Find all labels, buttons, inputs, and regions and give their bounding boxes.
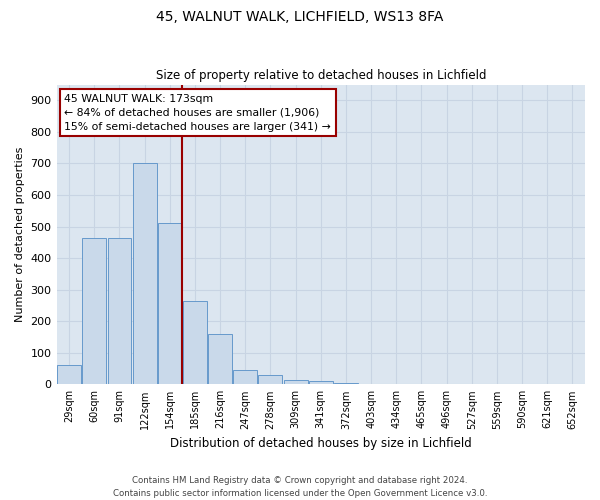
- Bar: [57, 366, 81, 384]
- Bar: [158, 224, 182, 384]
- Bar: [309, 380, 333, 384]
- Bar: [183, 300, 207, 384]
- Bar: [107, 238, 131, 384]
- Text: Contains HM Land Registry data © Crown copyright and database right 2024.
Contai: Contains HM Land Registry data © Crown c…: [113, 476, 487, 498]
- Bar: [133, 164, 157, 384]
- Bar: [334, 382, 358, 384]
- Bar: [233, 370, 257, 384]
- Title: Size of property relative to detached houses in Lichfield: Size of property relative to detached ho…: [155, 69, 486, 82]
- Text: 45, WALNUT WALK, LICHFIELD, WS13 8FA: 45, WALNUT WALK, LICHFIELD, WS13 8FA: [157, 10, 443, 24]
- X-axis label: Distribution of detached houses by size in Lichfield: Distribution of detached houses by size …: [170, 437, 472, 450]
- Bar: [259, 375, 283, 384]
- Text: 45 WALNUT WALK: 173sqm
← 84% of detached houses are smaller (1,906)
15% of semi-: 45 WALNUT WALK: 173sqm ← 84% of detached…: [64, 94, 331, 132]
- Bar: [208, 334, 232, 384]
- Bar: [284, 380, 308, 384]
- Bar: [82, 238, 106, 384]
- Y-axis label: Number of detached properties: Number of detached properties: [15, 146, 25, 322]
